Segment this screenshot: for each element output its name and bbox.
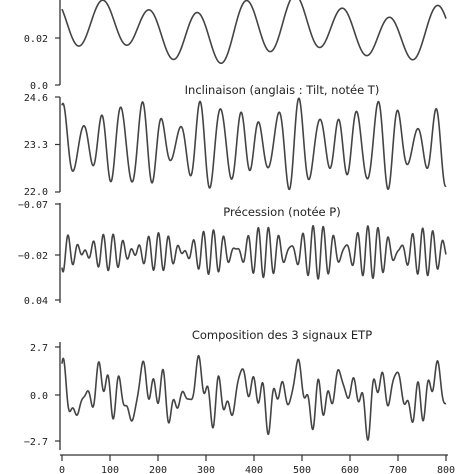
series-line-precession <box>61 225 447 280</box>
x-tick-label-0: 0 <box>59 465 65 474</box>
y-tick-label-p1-0: 0.02 <box>24 34 48 45</box>
x-tick-label-1: 100 <box>101 465 119 474</box>
y-tick-label-p3-2: 0.04 <box>24 296 48 307</box>
series-line-composition <box>61 354 447 441</box>
x-tick-label-3: 300 <box>197 465 215 474</box>
panel-composition: Composition des 3 signaux ETP 2.7 0.0 −2… <box>24 328 455 474</box>
y-tick-label-p3-0: −0.07 <box>18 200 48 211</box>
y-tick-label-p1-1: 0.0 <box>30 81 48 92</box>
panel-precession: Précession (notée P) −0.07 −0.02 0.04 <box>18 200 447 307</box>
y-tick-label-p2-1: 23.3 <box>24 140 48 151</box>
x-axis-ticks: 0 100 200 300 400 500 600 700 800 <box>59 455 455 474</box>
x-tick-label-4: 400 <box>245 465 263 474</box>
panel-title-composition: Composition des 3 signaux ETP <box>192 328 372 342</box>
y-tick-label-p3-1: −0.02 <box>18 251 48 262</box>
panel-title-precession: Précession (notée P) <box>223 205 340 219</box>
y-tick-label-p2-0: 24.6 <box>24 93 48 104</box>
panel-inclinaison: Inclinaison (anglais : Tilt, notée T) 24… <box>24 83 447 198</box>
y-tick-label-p4-1: 0.0 <box>30 391 48 402</box>
y-tick-label-p4-0: 2.7 <box>30 343 48 354</box>
panel-excentricite: 0.02 0.0 <box>24 0 447 92</box>
series-line-excentricite <box>61 0 447 65</box>
x-tick-label-5: 500 <box>293 465 311 474</box>
x-tick-label-6: 600 <box>341 465 359 474</box>
y-tick-label-p2-2: 22.0 <box>24 187 48 198</box>
series-line-inclinaison <box>61 97 447 191</box>
x-tick-label-8: 800 <box>437 465 455 474</box>
x-tick-label-2: 200 <box>149 465 167 474</box>
y-tick-label-p4-2: −2.7 <box>24 437 48 448</box>
panel-title-inclinaison: Inclinaison (anglais : Tilt, notée T) <box>185 83 380 97</box>
x-tick-label-7: 700 <box>389 465 407 474</box>
